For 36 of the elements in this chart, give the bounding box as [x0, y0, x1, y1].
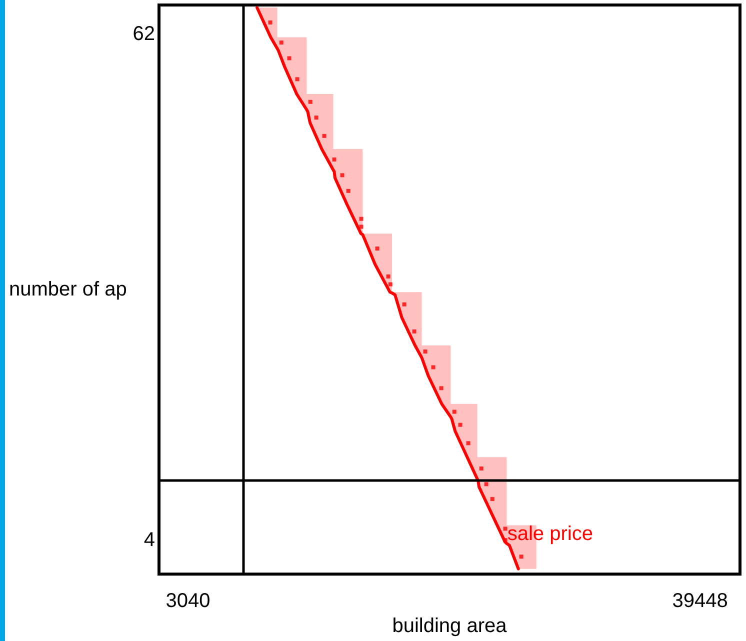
series-label: sale price: [507, 522, 593, 545]
point: [490, 497, 494, 502]
point: [452, 410, 456, 414]
point: [340, 173, 344, 178]
point: [322, 134, 326, 138]
x-tick-label: 39448: [672, 590, 728, 612]
point: [346, 188, 350, 193]
point: [423, 350, 428, 354]
point: [431, 365, 436, 370]
y-tick-label: 62: [132, 22, 155, 45]
point: [295, 77, 300, 82]
y-tick-label: 4: [144, 529, 155, 552]
x-tick-label: 3040: [166, 590, 210, 612]
point: [412, 329, 416, 334]
point: [519, 554, 524, 559]
point: [375, 246, 380, 251]
point: [279, 40, 284, 45]
point: [386, 274, 390, 278]
point: [503, 538, 508, 542]
y-axis-title: number of ap: [8, 278, 127, 301]
point: [479, 466, 484, 470]
point: [359, 216, 364, 221]
point: [503, 526, 508, 531]
point: [268, 20, 272, 24]
point: [388, 282, 392, 286]
point: [439, 386, 444, 390]
point: [332, 157, 336, 162]
point: [458, 422, 462, 427]
x-axis-title: building area: [392, 615, 508, 637]
point: [359, 224, 364, 229]
point: [314, 116, 318, 120]
point: [287, 56, 292, 60]
point: [484, 482, 488, 486]
point: [402, 302, 406, 306]
point: [308, 100, 312, 104]
point: [466, 441, 470, 446]
